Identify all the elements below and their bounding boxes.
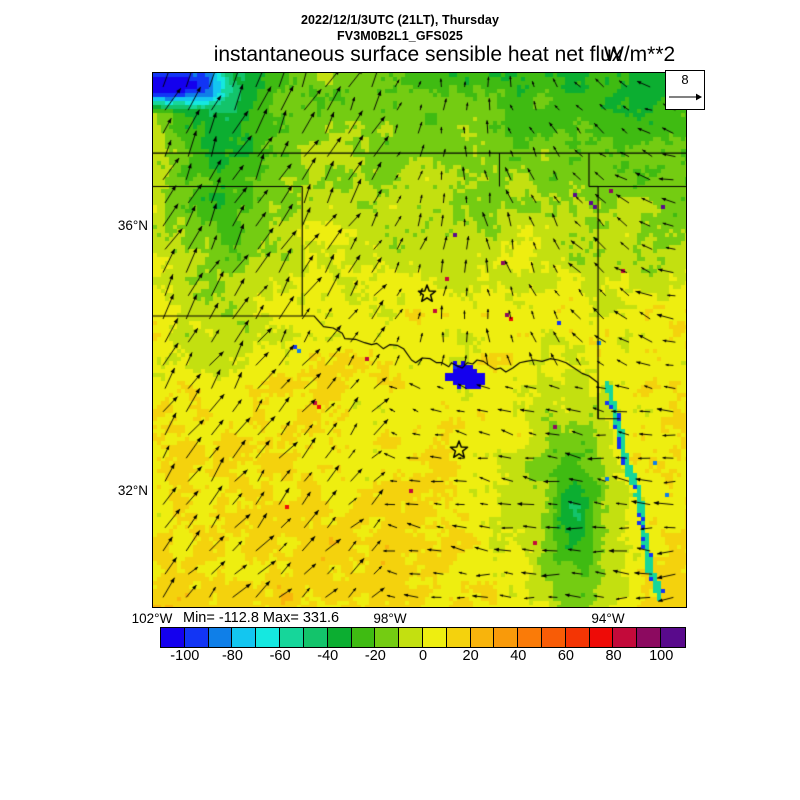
min-max-readout: Min= -112.8 Max= 331.6 (183, 610, 340, 626)
lon-label-98W: 98°W (373, 611, 407, 626)
colorbar-tick-0: 0 (418, 648, 428, 664)
colorbar-swatch (661, 628, 685, 647)
colorbar-swatch (327, 628, 352, 647)
figure-model-id: FV3M0B2L1_GFS025 (337, 29, 463, 43)
figure-units-label: W/m**2 (604, 43, 676, 66)
colorbar-swatch (518, 628, 542, 647)
colorbar-swatch (399, 628, 423, 647)
colorbar-swatch (303, 628, 328, 647)
colorbar-tick--60: -60 (269, 648, 291, 664)
colorbar-swatch (208, 628, 233, 647)
colorbar-tick-40: 40 (510, 648, 527, 664)
colorbar-swatch (256, 628, 281, 647)
colorbar-swatch (232, 628, 257, 647)
colorbar-swatch (446, 628, 471, 647)
colorbar-swatch (542, 628, 566, 647)
figure-timestamp: 2022/12/1/3UTC (21LT), Thursday (300, 13, 500, 27)
right-arrow-icon (669, 93, 702, 101)
colorbar-swatch (470, 628, 495, 647)
colorbar-tick--40: -40 (317, 648, 339, 664)
colorbar-tick--20: -20 (364, 648, 386, 664)
lat-label-36N: 36°N (117, 218, 148, 233)
vector-key-magnitude: 8 (681, 72, 689, 87)
colorbar-tick-100: 100 (649, 648, 674, 664)
colorbar-swatch (494, 628, 519, 647)
colorbar-tick-60: 60 (557, 648, 574, 664)
colorbar-tick-20: 20 (462, 648, 479, 664)
lat-label-32N: 32°N (117, 483, 148, 498)
colorbar-swatch (637, 628, 662, 647)
colorbar-swatch (422, 628, 447, 647)
figure-title: instantaneous surface sensible heat net … (213, 43, 623, 66)
colorbar-tick--80: -80 (221, 648, 243, 664)
lon-label-102W: 102°W (131, 611, 173, 626)
colorbar-swatch (351, 628, 376, 647)
lon-label-94W: 94°W (591, 611, 625, 626)
colorbar-swatch (280, 628, 304, 647)
colorbar (160, 627, 686, 648)
colorbar-swatch (613, 628, 638, 647)
colorbar-swatch (184, 628, 209, 647)
colorbar-tick-80: 80 (605, 648, 622, 664)
colorbar-swatch (375, 628, 400, 647)
colorbar-swatch (161, 628, 185, 647)
colorbar-swatch (589, 628, 614, 647)
colorbar-swatch (565, 628, 590, 647)
map-overlay-vectors-borders (153, 73, 686, 607)
map-plot-area (152, 72, 687, 608)
vector-reference-key: 8 (665, 70, 705, 110)
colorbar-tick--100: -100 (170, 648, 200, 664)
